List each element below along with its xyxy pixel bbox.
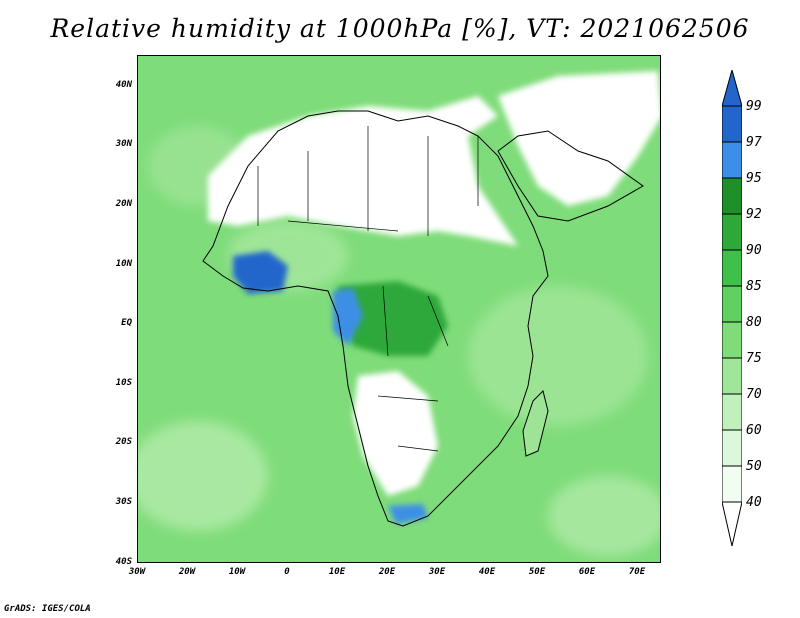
sahara-dry-region — [208, 96, 518, 246]
humidity-field-map — [138, 56, 660, 562]
colorbar-label: 40 — [746, 495, 762, 510]
colorbar-segment-60-70 — [722, 393, 742, 431]
lat-tick-label: 10S — [115, 378, 132, 388]
light-patch — [548, 476, 660, 556]
arabia-dry-region — [498, 71, 660, 206]
light-patch — [138, 421, 268, 531]
colorbar-label: 80 — [746, 315, 762, 330]
colorbar-segment-92-95 — [722, 177, 742, 215]
lat-tick-label: EQ — [121, 318, 132, 328]
colorbar-label: 90 — [746, 243, 762, 258]
africa-coastline — [202, 110, 549, 527]
lon-tick-label: 70E — [628, 567, 646, 577]
colorbar-label: 60 — [746, 423, 762, 438]
colorbar-label: 97 — [746, 135, 762, 150]
lon-tick-label: 40E — [478, 567, 496, 577]
country-borders — [257, 126, 479, 452]
congo-moist-region — [338, 281, 448, 356]
chart-title: Relative humidity at 1000hPa [%], VT: 20… — [50, 14, 750, 43]
west-africa-saturated-region — [233, 251, 288, 294]
lon-tick-label: 20W — [178, 567, 196, 577]
colorbar-segment-90-92 — [722, 213, 742, 251]
colorbar — [722, 70, 742, 547]
lon-tick-label: 10W — [228, 567, 246, 577]
colorbar-segment-85-90 — [722, 249, 742, 287]
south-coast-saturated-region — [388, 504, 428, 524]
light-patch — [468, 286, 648, 426]
lon-tick-label: 0 — [284, 567, 290, 577]
lon-tick-label: 30W — [128, 567, 146, 577]
madagascar-coastline — [522, 390, 549, 457]
credit-text: GrADS: IGES/COLA — [4, 604, 91, 614]
lat-tick-label: 40S — [115, 557, 132, 567]
lon-tick-label: 60E — [578, 567, 596, 577]
lat-tick-label: 40N — [115, 80, 132, 90]
colorbar-label: 50 — [746, 459, 762, 474]
colorbar-label: 95 — [746, 171, 762, 186]
colorbar-segment-97-99 — [722, 105, 742, 143]
colorbar-segment-50-60 — [722, 429, 742, 467]
lon-tick-label: 10E — [328, 567, 346, 577]
lat-tick-label: 10N — [115, 259, 132, 269]
colorbar-bottom-arrow — [722, 501, 742, 547]
colorbar-label: 85 — [746, 279, 762, 294]
kalahari-dry-region — [353, 371, 438, 496]
lon-tick-label: 30E — [428, 567, 446, 577]
lat-tick-label: 30N — [115, 139, 132, 149]
colorbar-segment-40-50 — [722, 465, 742, 503]
lat-tick-label: 30S — [115, 497, 132, 507]
lon-tick-label: 50E — [528, 567, 546, 577]
colorbar-top-arrow — [722, 70, 742, 107]
colorbar-label: 70 — [746, 387, 762, 402]
colorbar-segment-80-85 — [722, 285, 742, 323]
colorbar-label: 92 — [746, 207, 762, 222]
colorbar-segment-95-97 — [722, 141, 742, 179]
colorbar-label: 75 — [746, 351, 762, 366]
lat-tick-label: 20S — [115, 437, 132, 447]
colorbar-label: 99 — [746, 99, 762, 114]
lon-tick-label: 20E — [378, 567, 396, 577]
colorbar-segment-70-75 — [722, 357, 742, 395]
arabia-coastline — [497, 130, 644, 222]
map-panel — [137, 55, 661, 563]
colorbar-segment-75-80 — [722, 321, 742, 359]
lat-tick-label: 20N — [115, 199, 132, 209]
